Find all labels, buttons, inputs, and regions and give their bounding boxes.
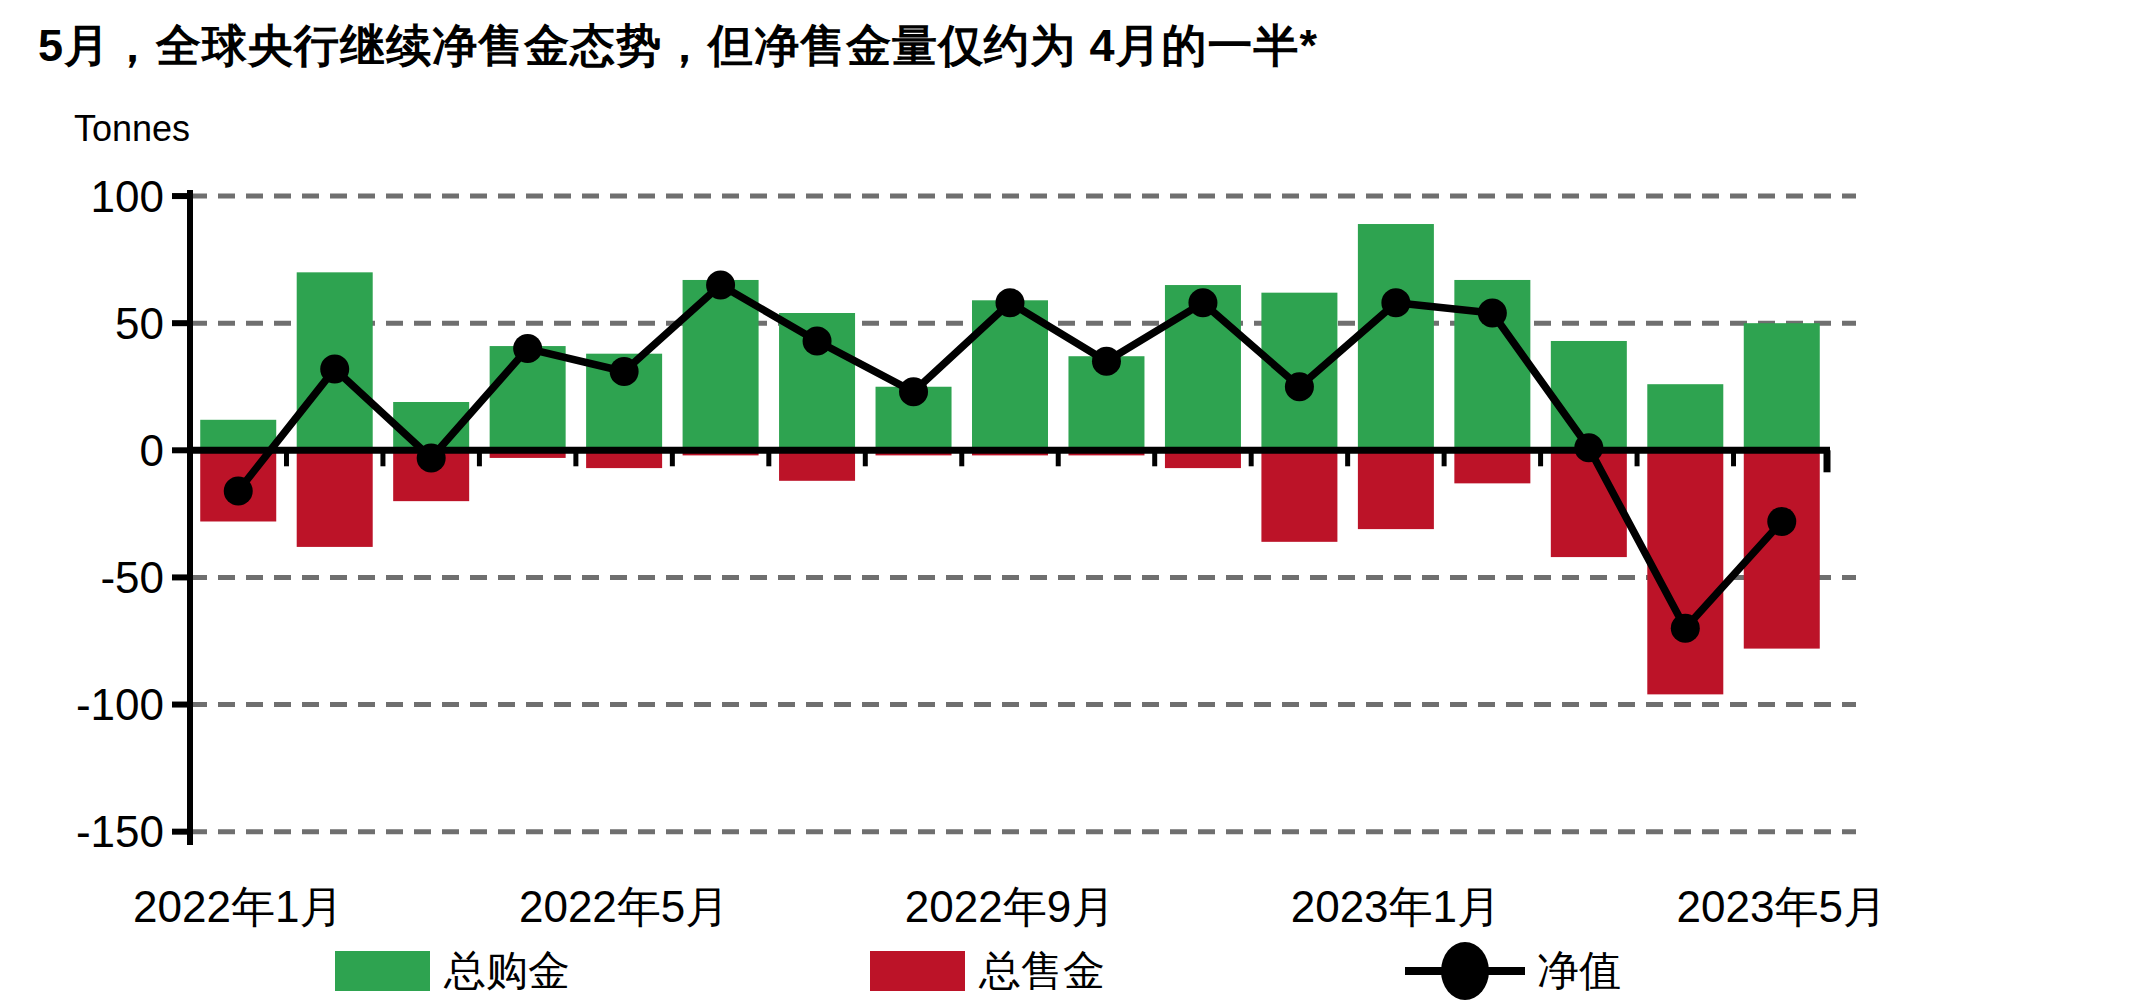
sales-bar-2023年2月 [1454, 450, 1530, 483]
net-dot-2023年1月 [1381, 288, 1410, 317]
legend-item-sales: 总售金 [870, 941, 1105, 1001]
net-dot-2023年4月 [1671, 614, 1700, 643]
net-dot-2023年5月 [1767, 507, 1796, 536]
net-dot-2022年8月 [899, 377, 928, 406]
legend-dot [1441, 942, 1489, 1000]
y-tick-label: 100 [91, 172, 164, 221]
purchases-bar-2023年4月 [1647, 384, 1723, 450]
net-dot-2023年3月 [1574, 433, 1603, 462]
sales-bar-2022年7月 [779, 450, 855, 481]
purchases-bar-2023年1月 [1358, 224, 1434, 450]
net-dot-2022年6月 [706, 271, 735, 300]
purchases-bar-2022年1月 [200, 420, 276, 451]
legend-label-net: 净值 [1537, 941, 1621, 1001]
legend-item-net: 净值 [1405, 940, 1621, 1002]
chart-plot-area: 100 50 0 -50 -100 -150 2022年1月 2022年5月 2022年9月 20… [0, 0, 2138, 1002]
y-tick-label: 50 [115, 299, 164, 348]
legend-label-sales: 总售金 [979, 941, 1105, 1001]
y-tick-label: 0 [140, 426, 164, 475]
x-tick-label: 2022年5月 [519, 882, 729, 931]
legend-item-purchases: 总购金 [335, 941, 570, 1001]
net-dot-2022年7月 [803, 326, 832, 355]
net-dot-2022年2月 [320, 354, 349, 383]
green-bar-swatch-icon [335, 951, 430, 991]
y-tick-label: -100 [76, 680, 164, 729]
net-dot-2022年4月 [513, 334, 542, 363]
line-dot-marker-icon [1405, 940, 1525, 1002]
purchases-bar-2023年5月 [1744, 323, 1820, 450]
sales-bar-2022年12月 [1261, 450, 1337, 542]
net-dot-2022年11月 [1188, 288, 1217, 317]
purchases-bar-2022年12月 [1261, 293, 1337, 451]
y-tick-label: -50 [100, 553, 164, 602]
red-bar-swatch-icon [870, 951, 965, 991]
x-tick-label: 2022年9月 [905, 882, 1115, 931]
net-dot-2023年2月 [1478, 299, 1507, 328]
net-dot-2022年10月 [1092, 347, 1121, 376]
y-tick-label: -150 [76, 807, 164, 856]
net-dot-2022年9月 [996, 288, 1025, 317]
sales-bar-2022年2月 [297, 450, 373, 547]
net-dot-2022年3月 [417, 443, 446, 472]
net-dot-2022年5月 [610, 357, 639, 386]
sales-bar-2023年1月 [1358, 450, 1434, 529]
x-tick-label: 2022年1月 [133, 882, 343, 931]
x-tick-label: 2023年1月 [1291, 882, 1501, 931]
legend-label-purchases: 总购金 [444, 941, 570, 1001]
net-dot-2022年1月 [224, 476, 253, 505]
legend: 总购金 总售金 净值 [335, 940, 1621, 1002]
x-tick-label: 2023年5月 [1677, 882, 1887, 931]
net-dot-2022年12月 [1285, 372, 1314, 401]
